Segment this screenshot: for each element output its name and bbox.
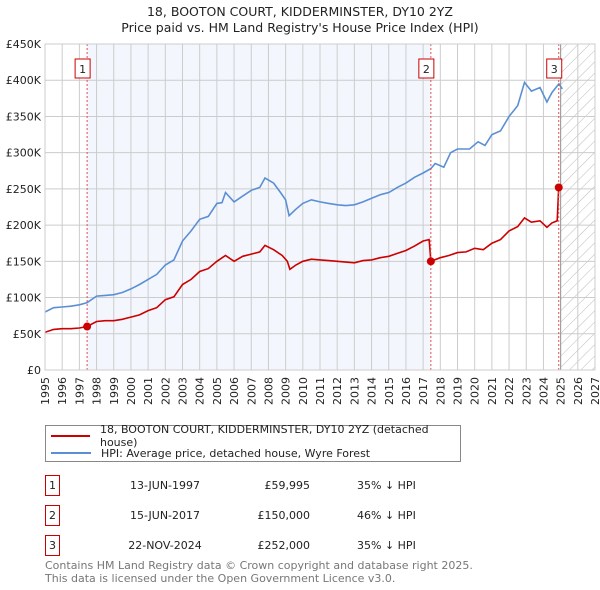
legend-item-hpi: HPI: Average price, detached house, Wyre…: [51, 445, 370, 461]
sale-badge: 3: [45, 535, 60, 556]
x-tick-label: 2007: [245, 377, 258, 405]
x-tick-label: 2020: [469, 377, 482, 405]
sale-badge: 1: [45, 475, 60, 496]
x-tick-label: 2016: [400, 377, 413, 405]
y-tick-label: £100K: [6, 292, 42, 305]
sale-date: 15-JUN-2017: [129, 509, 201, 522]
x-tick-label: 2014: [366, 377, 379, 405]
sale-label: 3: [551, 63, 558, 76]
sale-price: £252,000: [257, 539, 311, 552]
sale-label-box: [546, 58, 563, 79]
sale-hpi-diff: 35% ↓ HPI: [357, 479, 416, 492]
sale-date: 13-JUN-1997: [129, 479, 201, 492]
chart-title: 18, BOOTON COURT, KIDDERMINSTER, DY10 2Y…: [146, 4, 453, 19]
y-tick-label: £450K: [6, 38, 42, 51]
legend-item-property: 18, BOOTON COURT, KIDDERMINSTER, DY10 2Y…: [51, 423, 460, 449]
x-tick-label: 2021: [486, 377, 499, 405]
x-tick-label: 2004: [194, 377, 207, 405]
sale-price: £150,000: [257, 509, 311, 522]
sale-label: 1: [79, 63, 86, 76]
transaction-row: 3 22-NOV-2024 £252,000 35% ↓ HPI: [45, 535, 465, 556]
sale-date: 22-NOV-2024: [128, 539, 202, 552]
sale-point: [83, 322, 92, 331]
sale-point: [426, 257, 435, 266]
x-tick-label: 2011: [314, 377, 327, 405]
x-tick-label: 2009: [280, 377, 293, 405]
x-tick-label: 1997: [73, 377, 86, 405]
sale-badge: 2: [45, 505, 60, 526]
x-tick-label: 2001: [142, 377, 155, 405]
sale-label-box: [74, 58, 91, 79]
sale-point: [554, 183, 563, 192]
x-tick-label: 2010: [297, 377, 310, 405]
y-tick-label: £400K: [6, 74, 42, 87]
x-tick-label: 2025: [555, 377, 568, 405]
footer-copyright: Contains HM Land Registry data © Crown c…: [45, 559, 473, 572]
x-tick-label: 1996: [56, 377, 69, 405]
x-tick-label: 2017: [417, 377, 430, 405]
x-tick-label: 1999: [108, 377, 121, 405]
legend-label: HPI: Average price, detached house, Wyre…: [101, 446, 371, 460]
price-chart: 1 2 3 1995 1996 1997 1998 1999 2000 2001 2002 2003 2…: [6, 38, 600, 405]
y-tick-label: £300K: [6, 147, 42, 160]
legend-label: 18, BOOTON COURT, KIDDERMINSTER, DY10 2Y…: [99, 423, 429, 449]
x-tick-label: 2002: [159, 377, 172, 405]
x-tick-label: 2000: [125, 377, 138, 405]
sale-label: 2: [423, 63, 430, 76]
x-tick-label: 2022: [503, 377, 516, 405]
x-tick-label: 2019: [452, 377, 465, 405]
y-tick-label: £200K: [6, 219, 42, 232]
x-tick-label: 2013: [348, 377, 361, 405]
x-tick-label: 2026: [572, 377, 585, 405]
x-tick-label: 2006: [228, 377, 241, 405]
transaction-row: 1 13-JUN-1997 £59,995 35% ↓ HPI: [45, 475, 465, 496]
sale-hpi-diff: 46% ↓ HPI: [357, 509, 416, 522]
plot-border: [44, 43, 596, 371]
legend-swatch-red: [51, 435, 90, 437]
x-tick-label: 2012: [331, 377, 344, 405]
hpi-line: [45, 80, 563, 313]
ownership-shade: [87, 44, 431, 370]
x-tick-label: 2018: [434, 377, 447, 405]
x-tick-label: 1998: [91, 377, 104, 405]
y-tick-label: £250K: [6, 183, 42, 196]
x-tick-label: 2023: [520, 377, 533, 405]
x-tick-label: 2008: [262, 377, 275, 405]
x-tick-label: 2003: [177, 377, 190, 405]
sale-price: £59,995: [264, 479, 311, 492]
footer-licence: This data is licensed under the Open Gov…: [45, 572, 396, 585]
y-tick-label: £50K: [13, 328, 42, 341]
sale-label-box: [418, 58, 435, 79]
x-tick-label: 2024: [537, 377, 550, 405]
legend-swatch-blue: [51, 452, 91, 454]
y-tick-label: £350K: [6, 110, 42, 123]
transaction-row: 2 15-JUN-2017 £150,000 46% ↓ HPI: [45, 505, 465, 526]
chart-legend: 18, BOOTON COURT, KIDDERMINSTER, DY10 2Y…: [45, 423, 461, 462]
y-tick-label: £0: [27, 364, 41, 377]
x-tick-label: 1995: [39, 377, 52, 405]
property-price-line: [45, 187, 560, 334]
sale-hpi-diff: 35% ↓ HPI: [357, 539, 416, 552]
y-tick-label: £150K: [6, 255, 42, 268]
x-tick-label: 2015: [383, 377, 396, 405]
chart-subtitle: Price paid vs. HM Land Registry's House …: [121, 20, 479, 35]
x-tick-label: 2005: [211, 377, 224, 405]
x-tick-label: 2027: [589, 377, 600, 405]
